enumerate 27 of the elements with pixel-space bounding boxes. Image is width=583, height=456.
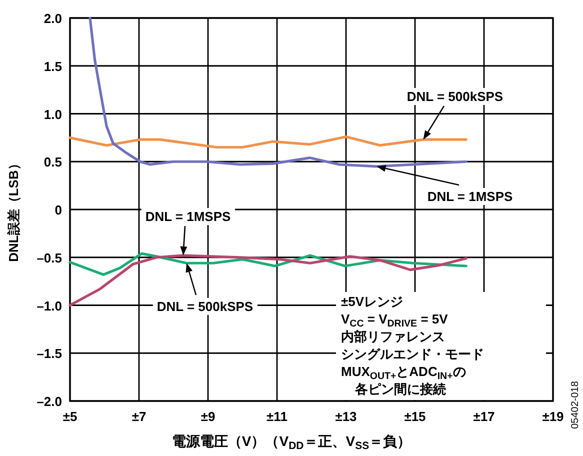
annotation: 内部リファレンス (341, 329, 445, 344)
y-tick-label: 0 (54, 202, 62, 218)
y-axis-title: DNL誤差（LSB） (6, 157, 21, 262)
y-tick-label: 1.5 (44, 58, 62, 74)
x-tick-label: ±15 (404, 409, 426, 424)
y-tick-label: 2.0 (44, 11, 62, 26)
y-tick-label: 1.0 (44, 106, 62, 122)
x-tick-label: ±5 (62, 409, 78, 424)
x-tick-label: ±19 (542, 409, 564, 424)
x-tick-label: ±7 (132, 409, 146, 424)
x-tick-label: ±13 (335, 409, 357, 424)
x-axis-title: 電源電圧（V）（V$_{DD}$＝正、V$_{SS}$＝負） (172, 433, 412, 452)
y-tick-label: –1.5 (36, 346, 62, 362)
annotation: シングルエンド・モード (341, 346, 484, 362)
x-tick-label: ±11 (266, 409, 288, 424)
series-label: DNL = 1MSPS (427, 189, 514, 204)
y-tick-label: –1.0 (36, 298, 62, 314)
y-tick-label: 0.5 (44, 154, 62, 170)
annotation: MUX$_{OUT+}$とADC$_{IN+}$の (341, 364, 466, 382)
text: 05402-018 (570, 380, 581, 429)
x-tick-label: ±9 (200, 409, 216, 424)
annotation: ±5Vレンジ (341, 294, 404, 309)
y-tick-label: –2.0 (36, 394, 62, 409)
y-tick-label: –0.5 (36, 250, 62, 266)
x-tick-label: ±17 (473, 409, 495, 424)
annotation: V$_{CC}$ = V$_{DRIVE}$ = 5V (341, 312, 448, 329)
annotation: 各ピン間に接続 (354, 382, 446, 396)
